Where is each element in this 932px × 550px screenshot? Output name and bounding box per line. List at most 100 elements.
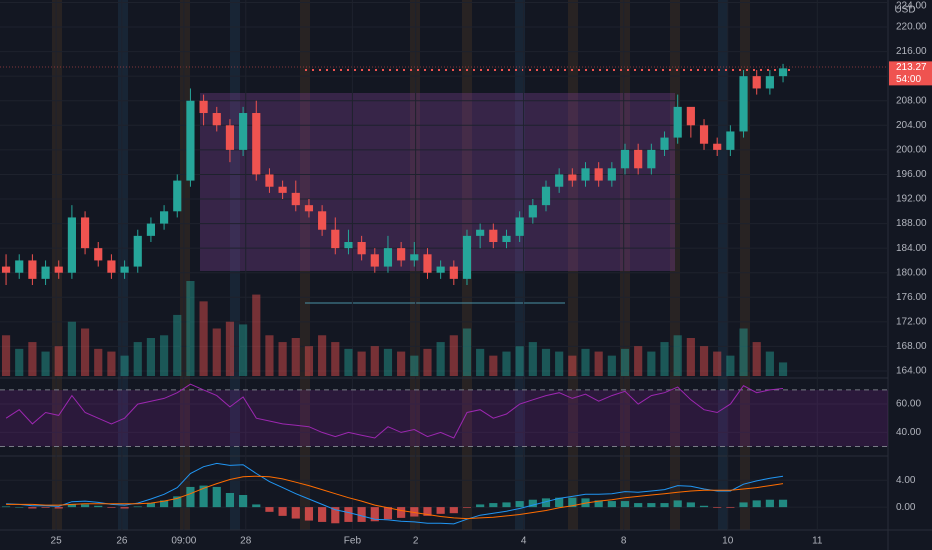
candle-body	[515, 217, 524, 236]
macd-histogram-bar	[594, 500, 603, 508]
macd-histogram-bar	[291, 507, 300, 519]
y-tick-label: 4.00	[896, 475, 916, 486]
candle-body	[699, 125, 709, 144]
x-tick-label: 26	[116, 536, 128, 547]
x-tick-label: 2	[413, 536, 419, 547]
stripe	[670, 0, 680, 530]
candle-body	[502, 235, 511, 243]
candle-body	[15, 260, 24, 273]
candle-body	[278, 186, 287, 193]
macd-histogram-bar	[449, 507, 458, 514]
macd-histogram-bar	[489, 503, 498, 508]
candle-body	[778, 68, 788, 77]
volume-bar	[186, 281, 195, 376]
stripe	[568, 0, 578, 530]
volume-bar	[239, 324, 248, 376]
macd-histogram-bar	[647, 503, 656, 508]
macd-histogram-bar	[436, 507, 445, 514]
candle-body	[344, 242, 353, 249]
macd-histogram-bar	[173, 496, 182, 508]
candle-body	[173, 180, 182, 212]
volume-bar	[515, 346, 524, 376]
macd-histogram-bar	[620, 501, 630, 508]
candle-body	[160, 211, 169, 224]
macd-histogram-bar	[120, 507, 129, 509]
candle-body	[726, 131, 735, 150]
last-price-label: 213.27	[896, 62, 927, 73]
candle-body	[410, 254, 419, 261]
macd-histogram-bar	[357, 507, 366, 522]
macd-histogram-bar	[383, 507, 393, 520]
stripe	[118, 0, 128, 530]
volume-bar	[686, 338, 695, 376]
volume-bar	[370, 346, 379, 376]
volume-bar	[173, 314, 182, 376]
volume-bar	[752, 342, 761, 376]
macd-histogram-bar	[160, 500, 169, 508]
candle-body	[541, 186, 551, 206]
candle-body	[94, 248, 103, 261]
volume-bar	[436, 342, 445, 376]
candle-body	[528, 205, 537, 218]
candle-body	[594, 168, 603, 181]
volume-bar	[212, 328, 221, 376]
candle-body	[568, 174, 577, 181]
volume-bar	[660, 342, 669, 376]
y-tick-label: 180.00	[896, 267, 927, 278]
volume-bar	[160, 335, 169, 376]
volume-bar	[410, 355, 419, 376]
macd-histogram-bar	[765, 499, 774, 508]
volume-bar	[713, 351, 722, 376]
macd-histogram-bar	[67, 504, 76, 508]
candle-body	[436, 266, 445, 273]
candle-body	[423, 254, 432, 273]
macd-histogram-bar	[94, 505, 103, 508]
volume-bar	[80, 328, 90, 376]
candle-body	[607, 168, 616, 181]
macd-line	[6, 475, 784, 520]
macd-histogram-bar	[278, 507, 287, 516]
x-tick-label: 09:00	[171, 536, 196, 547]
y-tick-label: 40.00	[896, 427, 921, 438]
macd-histogram-bar	[739, 502, 748, 508]
volume-bar	[594, 351, 603, 376]
macd-histogram-bar	[133, 506, 142, 508]
candle-body	[765, 76, 774, 89]
candle-body	[634, 149, 643, 169]
stripe	[52, 0, 62, 530]
macd-histogram-bar	[607, 501, 616, 508]
x-tick-label: Feb	[344, 536, 362, 547]
volume-bar	[489, 355, 498, 376]
volume-bar	[541, 348, 551, 376]
volume-bar	[357, 351, 366, 376]
volume-bar	[28, 342, 37, 376]
volume-bar	[252, 294, 261, 376]
y-tick-label: 172.00	[896, 316, 927, 327]
x-tick-label: 4	[521, 536, 527, 547]
macd-histogram-bar	[752, 500, 761, 508]
candle-body	[555, 174, 564, 187]
candle-body	[673, 106, 682, 138]
volume-bar	[634, 346, 643, 376]
volume-bar	[120, 355, 129, 376]
candle-body	[713, 143, 722, 150]
macd-histogram-bar	[107, 507, 116, 508]
macd-histogram-bar	[80, 504, 90, 508]
candle-body	[739, 76, 748, 132]
candle-body	[146, 223, 156, 236]
volume-bar	[67, 321, 76, 376]
y-tick-label: 184.00	[896, 243, 927, 254]
volume-bar	[673, 335, 682, 376]
volume-bar	[15, 348, 24, 376]
y-tick-label: 216.00	[896, 46, 927, 57]
candle-body	[107, 260, 116, 273]
macd-histogram-bar	[54, 507, 63, 509]
macd-histogram-bar	[568, 497, 577, 508]
candle-body	[357, 242, 366, 255]
candle-body	[199, 100, 208, 114]
macd-histogram-bar	[252, 504, 261, 508]
y-tick-label: 176.00	[896, 292, 927, 303]
macd-histogram-bar	[225, 492, 235, 508]
y-tick-label: 196.00	[896, 169, 927, 180]
